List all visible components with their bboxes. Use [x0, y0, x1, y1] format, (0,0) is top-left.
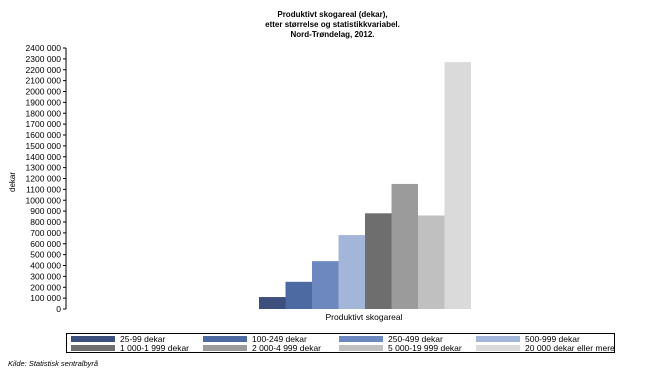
- legend-swatch: [203, 344, 247, 351]
- legend-label: 25-99 dekar: [120, 333, 166, 344]
- bar-5: [365, 213, 392, 309]
- legend-label: 20 000 dekar eller mere: [525, 342, 615, 353]
- legend-swatch: [203, 335, 247, 342]
- y-tick-label: 1200 000: [26, 174, 62, 184]
- y-tick-label: 2400 000: [26, 43, 62, 53]
- legend-item: 500-999 dekar: [476, 333, 580, 344]
- legend-swatch: [476, 344, 520, 351]
- y-tick-label: 1400 000: [26, 152, 62, 162]
- bar-2: [285, 281, 312, 309]
- bar-7: [418, 215, 445, 309]
- legend-item: 20 000 dekar eller mere: [476, 342, 615, 353]
- y-tick-label: 2100 000: [26, 76, 62, 86]
- bars: [259, 62, 471, 310]
- legend-swatch: [71, 344, 115, 351]
- y-tick-label: 1700 000: [26, 119, 62, 129]
- y-tick-label: 1300 000: [26, 163, 62, 173]
- y-axis-title: dekar: [8, 172, 17, 192]
- y-tick-label: 100 000: [30, 293, 61, 303]
- y-tick-label: 900 000: [30, 206, 61, 216]
- y-tick-label: 0: [56, 304, 61, 314]
- legend-swatch: [71, 335, 115, 342]
- y-tick-label: 1500 000: [26, 141, 62, 151]
- y-tick-label: 2000 000: [26, 87, 62, 97]
- legend-item: 100-249 dekar: [203, 333, 307, 344]
- y-tick-label: 800 000: [30, 217, 61, 227]
- legend-item: 2 000-4 999 dekar: [203, 342, 321, 353]
- source-note: Kilde: Statistisk sentralbyrå: [8, 359, 99, 368]
- y-tick-label: 1100 000: [26, 184, 61, 194]
- legend-label: 2 000-4 999 dekar: [252, 342, 321, 353]
- y-tick-label: 2200 000: [26, 65, 62, 75]
- chart-title: Produktivt skogareal (dekar), etter stør…: [0, 10, 665, 40]
- bar-4: [338, 235, 365, 309]
- chart-title-line-2: etter størrelse og statistikkvariabel.: [265, 20, 400, 29]
- y-tick-label: 1600 000: [26, 130, 62, 140]
- legend-swatch: [339, 335, 383, 342]
- chart-title-line-3: Nord-Trøndelag, 2012.: [290, 30, 375, 39]
- chart-title-line-1: Produktivt skogareal (dekar),: [277, 10, 388, 19]
- legend-label: 250-499 dekar: [388, 333, 443, 344]
- y-tick-label: 300 000: [30, 271, 61, 281]
- y-tick-label: 500 000: [30, 250, 61, 260]
- legend: 25-99 dekar 100-249 dekar 250-499 dekar 500…: [66, 333, 615, 353]
- legend-item: 25-99 dekar: [71, 333, 166, 344]
- bar-8: [444, 62, 471, 310]
- y-tick-label: 2300 000: [26, 54, 62, 64]
- y-tick-label: 1800 000: [26, 108, 62, 118]
- y-tick-label: 1900 000: [26, 97, 62, 107]
- legend-item: 250-499 dekar: [339, 333, 443, 344]
- legend-swatch: [476, 335, 520, 342]
- y-tick-label: 200 000: [30, 282, 61, 292]
- legend-item: 1 000-1 999 dekar: [71, 342, 189, 353]
- legend-label: 5 000-19 999 dekar: [388, 342, 462, 353]
- bar-3: [312, 261, 339, 309]
- legend-label: 500-999 dekar: [525, 333, 580, 344]
- legend-label: 1 000-1 999 dekar: [120, 342, 189, 353]
- legend-item: 5 000-19 999 dekar: [339, 342, 462, 353]
- y-tick-label: 700 000: [30, 228, 61, 238]
- y-tick-label: 1000 000: [26, 195, 62, 205]
- bar-6: [391, 183, 418, 309]
- legend-label: 100-249 dekar: [252, 333, 307, 344]
- y-tick-label: 400 000: [30, 261, 61, 271]
- bar-1: [259, 297, 286, 309]
- legend-swatch: [339, 344, 383, 351]
- y-tick-label: 600 000: [30, 239, 61, 249]
- x-category-label: Produktivt skogareal: [325, 312, 402, 322]
